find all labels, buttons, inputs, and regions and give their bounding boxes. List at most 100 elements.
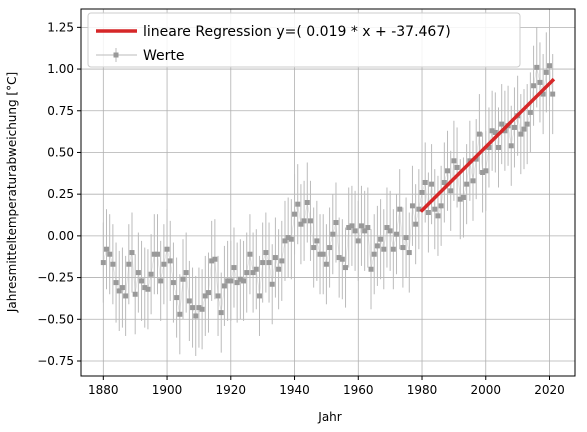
data-point [231,265,237,271]
x-tick-label: 2020 [534,383,565,397]
data-point [508,143,514,149]
data-point [218,310,224,316]
data-point [307,218,313,224]
data-point [470,178,476,184]
data-point [225,278,231,284]
data-point [330,231,336,237]
data-point [256,293,262,299]
data-point [151,251,157,257]
data-point [457,196,463,202]
legend-box [87,12,521,68]
data-point [511,124,517,130]
data-point [202,293,208,299]
data-point [123,293,129,299]
data-point [384,225,390,231]
data-point [180,276,186,282]
x-tick-label: 1980 [407,383,438,397]
x-tick-label: 1940 [279,383,310,397]
data-point [164,246,170,252]
data-point [170,280,176,286]
data-point [518,131,524,137]
data-point [260,260,266,266]
data-point [496,144,502,150]
data-point [241,278,247,284]
data-point [100,260,106,266]
data-point [301,218,307,224]
data-point [279,258,285,264]
data-point [406,250,412,256]
data-point [190,305,196,311]
data-point [358,223,364,229]
data-point [524,121,530,127]
data-point [499,121,505,127]
data-point [145,286,151,292]
data-point [378,236,384,242]
data-point [390,246,396,252]
y-tick-label: 0.75 [47,104,74,118]
data-point [317,251,323,257]
data-point [476,131,482,137]
data-point [333,220,339,226]
data-point [292,211,298,217]
x-tick-label: 1900 [152,383,183,397]
data-point [534,64,540,70]
x-tick-label: 1880 [88,383,119,397]
data-point [135,270,141,276]
data-point [234,280,240,286]
data-point [464,181,470,187]
data-point [167,258,173,264]
data-point [374,243,380,249]
data-point [263,250,269,256]
data-point [327,245,333,251]
x-tick-label: 1960 [343,383,374,397]
x-axis-label: Jahr [317,410,341,424]
data-point [400,245,406,251]
data-point [445,168,451,174]
data-point [253,266,259,272]
data-point [116,288,122,294]
data-point [473,156,479,162]
data-point [454,164,460,170]
data-point [212,256,218,262]
data-point [413,221,419,227]
data-point [320,251,326,257]
data-point [113,280,119,286]
data-point [416,206,422,212]
data-point [119,285,125,291]
data-point [438,203,444,209]
data-point [483,168,489,174]
legend-values-swatch-marker [113,52,119,58]
x-tick-label: 1920 [216,383,247,397]
data-point [193,313,199,319]
data-point [215,293,221,299]
data-point [371,251,377,257]
data-point [397,206,403,212]
data-point [394,231,400,237]
y-tick-label: −0.50 [37,312,74,326]
data-point [209,258,215,264]
y-axis-label: Jahresmitteltemperaturabweichung [°C] [5,72,19,313]
legend-regression-label: lineare Regression y=( 0.019 * x + -37.4… [143,24,451,40]
y-tick-label: 0.25 [47,187,74,201]
data-point [272,255,278,261]
data-point [154,251,160,257]
data-point [323,261,329,267]
data-point [314,238,320,244]
data-point [139,278,145,284]
data-point [540,91,546,97]
axes-frame [80,8,576,377]
data-point [237,276,243,282]
data-point [295,201,301,207]
data-point [126,261,132,267]
data-point [177,311,183,317]
x-axis: 1880 1900 1920 1940 1960 1980 2000 2020 [88,376,565,397]
data-point [288,236,294,242]
data-point [103,246,109,252]
data-point [429,181,435,187]
data-point [110,261,116,267]
data-point [502,128,508,134]
data-point [129,250,135,256]
data-point [460,195,466,201]
data-point [362,228,368,234]
